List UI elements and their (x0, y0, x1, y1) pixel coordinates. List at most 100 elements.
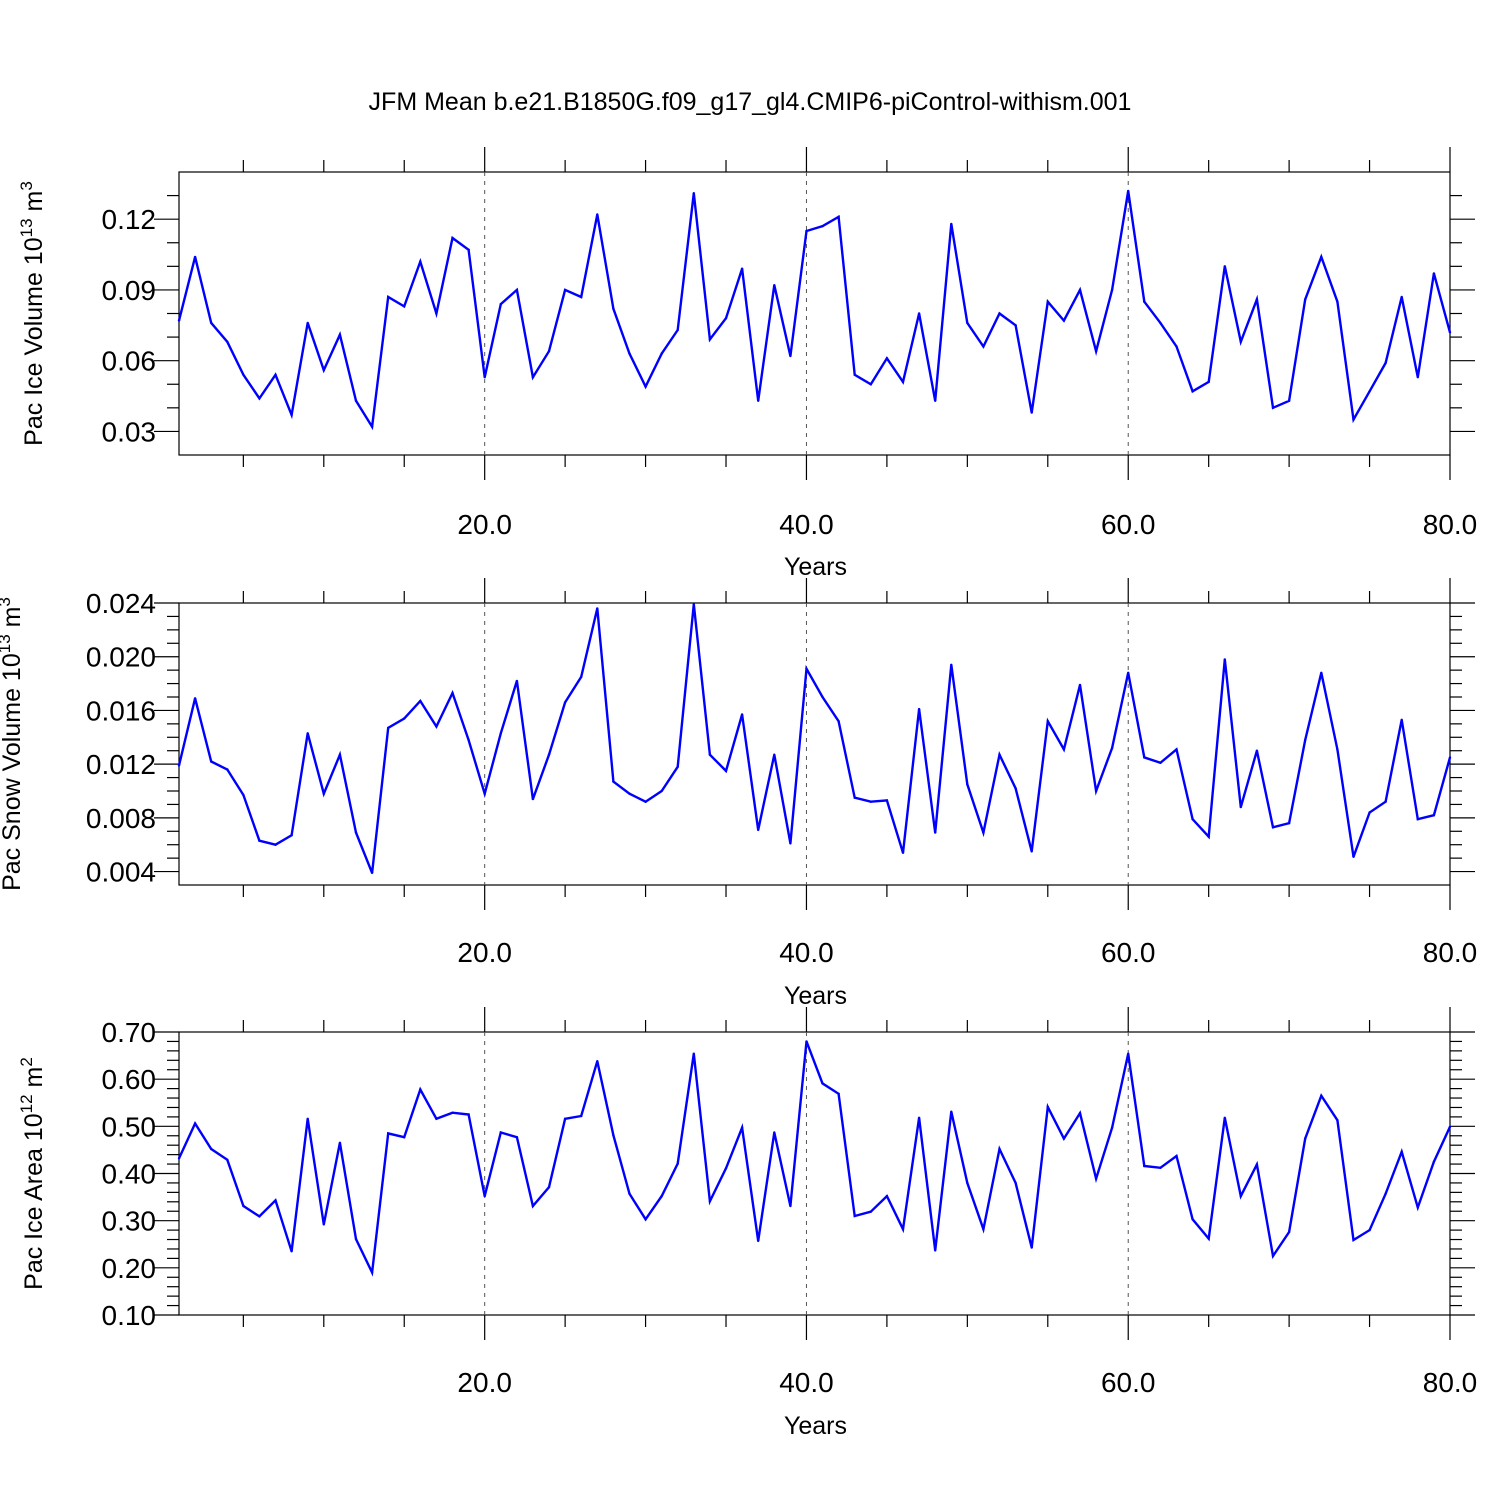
data-point (515, 1136, 519, 1139)
data-point (1271, 826, 1275, 829)
data-point (934, 399, 937, 402)
data-point (998, 1147, 1001, 1151)
y-tick-label: 0.020 (86, 642, 156, 673)
data-point (403, 305, 406, 308)
data-point (628, 792, 631, 795)
data-point (628, 1192, 631, 1196)
data-point (354, 1237, 358, 1241)
x-tick-label: 60.0 (1101, 1367, 1156, 1398)
data-point (193, 1122, 197, 1125)
data-point (403, 717, 406, 720)
data-point (1304, 1137, 1307, 1140)
data-point (322, 1223, 325, 1226)
data-point (177, 319, 181, 322)
data-point (773, 1131, 776, 1134)
data-point (917, 707, 921, 711)
data-point (982, 831, 985, 834)
data-point (1223, 265, 1227, 268)
y-axis-label-part: Pac Ice Volume 10 (20, 237, 48, 445)
y-tick-label: 0.024 (86, 588, 156, 619)
data-point (531, 376, 535, 379)
data-point (1304, 298, 1307, 301)
data-point (1094, 789, 1098, 793)
data-point (869, 800, 872, 803)
data-point (387, 295, 390, 299)
chart-panel-2: 20.0 40.0 60.0 80.0 Years 0.004 0.008 0.012 0.01… (0, 578, 1477, 1010)
data-point (1255, 749, 1259, 752)
data-point (1127, 189, 1130, 193)
data-point (1271, 1254, 1275, 1258)
data-point (435, 725, 438, 728)
data-point (692, 192, 695, 195)
data-point (354, 831, 358, 834)
data-point (1143, 1164, 1146, 1168)
y-axis-label-part: m (20, 1067, 48, 1095)
data-point (1304, 738, 1307, 742)
data-point (419, 260, 422, 263)
series-points (177, 603, 1452, 875)
data-point (1175, 1154, 1178, 1158)
y-tick-label: 0.016 (86, 695, 156, 726)
data-point (580, 295, 583, 299)
data-point (1030, 850, 1033, 853)
data-point (1320, 1094, 1323, 1097)
data-point (1448, 1125, 1452, 1129)
data-point (258, 1215, 261, 1218)
y-tick-label: 0.20 (102, 1253, 157, 1284)
data-point (290, 413, 293, 417)
data-point (740, 1126, 744, 1129)
data-point (483, 376, 486, 379)
plot-frame (178, 602, 1451, 886)
data-point (692, 1052, 695, 1055)
data-point (885, 357, 889, 360)
data-point (483, 792, 486, 795)
data-point (1368, 1228, 1371, 1232)
series-line (177, 604, 1452, 874)
y-tick-label: 0.06 (102, 346, 157, 377)
x-tick-label: 80.0 (1423, 1367, 1478, 1398)
data-point (1255, 1163, 1259, 1166)
y-axis-label-exponent: 13 (17, 218, 36, 237)
figure-title: JFM Mean b.e21.B1850G.f09_g17_gl4.CMIP6-… (369, 88, 1132, 116)
data-point (1432, 272, 1436, 275)
data-point (467, 1113, 470, 1116)
data-point (435, 312, 438, 315)
data-point (290, 1250, 293, 1253)
data-point (596, 607, 599, 610)
data-point (1400, 718, 1403, 721)
data-point (1384, 1192, 1387, 1196)
data-point (644, 385, 647, 388)
data-point (821, 695, 824, 699)
data-point (966, 1181, 969, 1185)
data-point (1336, 1119, 1339, 1122)
data-point (1159, 321, 1162, 325)
data-point (547, 753, 551, 756)
data-point (306, 732, 309, 735)
data-point (1159, 1166, 1162, 1170)
data-point (580, 675, 583, 679)
chart-panel-1: 20.0 40.0 60.0 80.0 Years 0.03 0.06 0.09 0.12 Pac… (17, 147, 1477, 581)
data-point (1062, 319, 1066, 322)
data-point (1287, 399, 1291, 402)
data-point (1448, 756, 1452, 759)
data-point (258, 839, 261, 842)
data-point (869, 1210, 872, 1213)
data-point (885, 799, 889, 802)
data-point (1094, 350, 1098, 353)
data-point (660, 1194, 663, 1198)
data-point (821, 1082, 824, 1085)
y-axis-label-part: m (0, 607, 26, 635)
data-point (499, 732, 502, 735)
data-point (1320, 671, 1323, 674)
data-point (676, 328, 679, 332)
data-point (660, 352, 663, 355)
y-tick-label: 0.012 (86, 749, 156, 780)
data-point (1191, 390, 1194, 393)
data-point (1046, 300, 1050, 303)
data-point (934, 831, 937, 834)
data-point (917, 312, 921, 315)
data-point (789, 842, 792, 845)
data-point (322, 368, 325, 372)
data-point (789, 354, 792, 358)
